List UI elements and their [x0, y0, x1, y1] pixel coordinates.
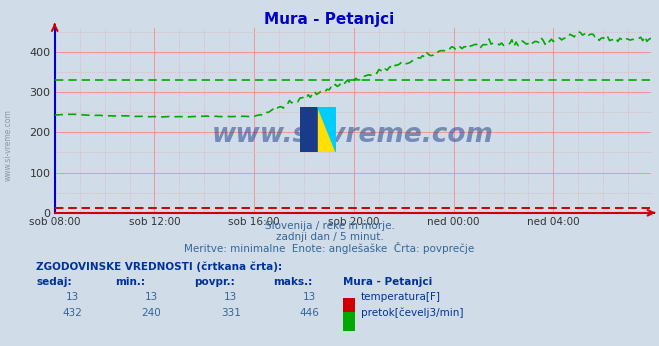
Text: ZGODOVINSKE VREDNOSTI (črtkana črta):: ZGODOVINSKE VREDNOSTI (črtkana črta):: [36, 261, 282, 272]
Text: Slovenija / reke in morje.: Slovenija / reke in morje.: [264, 221, 395, 231]
Text: 446: 446: [300, 308, 320, 318]
Bar: [318, 107, 336, 152]
Text: 13: 13: [145, 292, 158, 302]
Text: pretok[čevelj3/min]: pretok[čevelj3/min]: [361, 308, 464, 318]
Text: 13: 13: [303, 292, 316, 302]
Text: zadnji dan / 5 minut.: zadnji dan / 5 minut.: [275, 232, 384, 242]
Text: Mura - Petanjci: Mura - Petanjci: [343, 277, 432, 287]
Text: 432: 432: [63, 308, 82, 318]
Text: 13: 13: [66, 292, 79, 302]
Text: povpr.:: povpr.:: [194, 277, 235, 287]
Text: 331: 331: [221, 308, 241, 318]
Text: min.:: min.:: [115, 277, 146, 287]
Text: maks.:: maks.:: [273, 277, 313, 287]
Text: temperatura[F]: temperatura[F]: [361, 292, 441, 302]
Text: sedaj:: sedaj:: [36, 277, 72, 287]
Polygon shape: [318, 107, 336, 152]
Text: 240: 240: [142, 308, 161, 318]
Text: Meritve: minimalne  Enote: anglešaške  Črta: povprečje: Meritve: minimalne Enote: anglešaške Črt…: [185, 242, 474, 254]
Text: www.si-vreme.com: www.si-vreme.com: [4, 109, 13, 181]
Text: Mura - Petanjci: Mura - Petanjci: [264, 12, 395, 27]
Text: www.si-vreme.com: www.si-vreme.com: [212, 122, 494, 148]
Bar: [300, 107, 318, 152]
Text: 13: 13: [224, 292, 237, 302]
